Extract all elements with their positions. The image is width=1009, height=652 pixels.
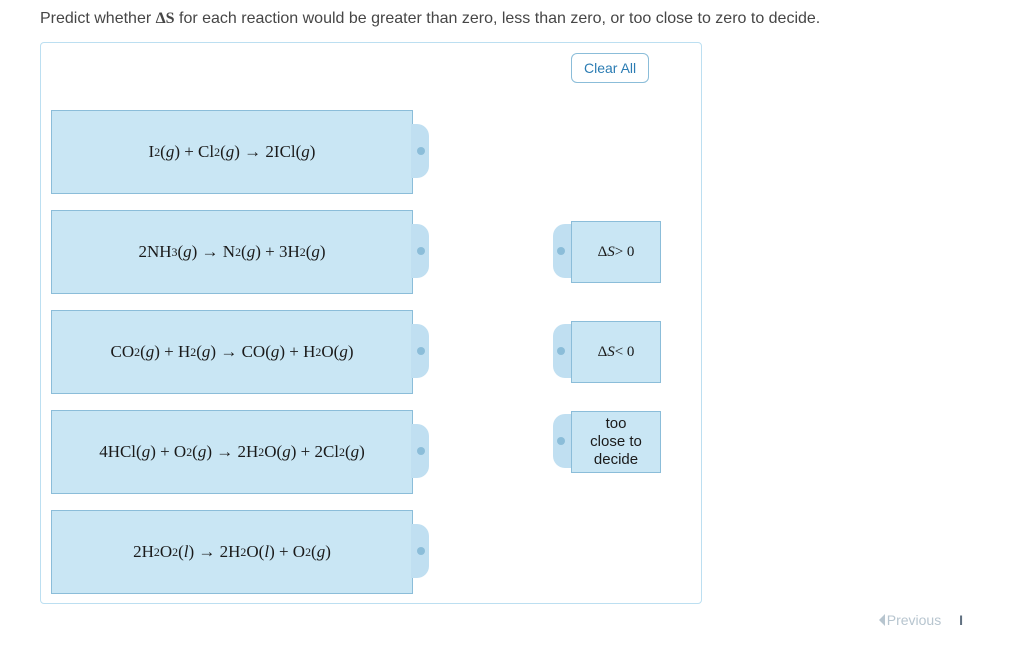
question-symbol: ΔS: [156, 10, 175, 27]
answer-tile[interactable]: ΔS > 0: [571, 221, 661, 283]
reaction-tile[interactable]: CO2 (g) + H2 (g) → CO(g) + H2O(g): [51, 310, 413, 394]
matching-panel: Clear All I2 (g) + Cl2 (g) → 2ICl(g) 2NH3…: [40, 42, 702, 604]
reaction-tile[interactable]: 2NH3 (g) → N2 (g) + 3H2 (g): [51, 210, 413, 294]
question-suffix: for each reaction would be greater than …: [175, 10, 821, 27]
question-text: Predict whether ΔS for each reaction wou…: [40, 10, 969, 28]
connector-peg[interactable]: [411, 224, 429, 278]
clear-all-button[interactable]: Clear All: [571, 53, 649, 83]
question-prefix: Predict whether: [40, 10, 156, 27]
bottom-nav: Previous I: [40, 604, 969, 628]
chevron-left-icon: [879, 614, 885, 626]
connector-socket[interactable]: [553, 224, 571, 278]
previous-button[interactable]: Previous: [887, 612, 941, 628]
reaction-tile[interactable]: I2 (g) + Cl2 (g) → 2ICl(g): [51, 110, 413, 194]
connector-peg[interactable]: [411, 424, 429, 478]
answer-tile[interactable]: ΔS < 0: [571, 321, 661, 383]
connector-peg[interactable]: [411, 124, 429, 178]
reaction-tile[interactable]: 4HCl(g) + O2 (g) → 2H2O(g) + 2Cl2 (g): [51, 410, 413, 494]
connector-socket[interactable]: [553, 414, 571, 468]
reaction-tile[interactable]: 2H2O2 (l) → 2H2O(l) + O2 (g): [51, 510, 413, 594]
answer-tile[interactable]: tooclose todecide: [571, 411, 661, 473]
connector-peg[interactable]: [411, 324, 429, 378]
nav-divider: I: [959, 612, 963, 628]
connector-peg[interactable]: [411, 524, 429, 578]
connector-socket[interactable]: [553, 324, 571, 378]
